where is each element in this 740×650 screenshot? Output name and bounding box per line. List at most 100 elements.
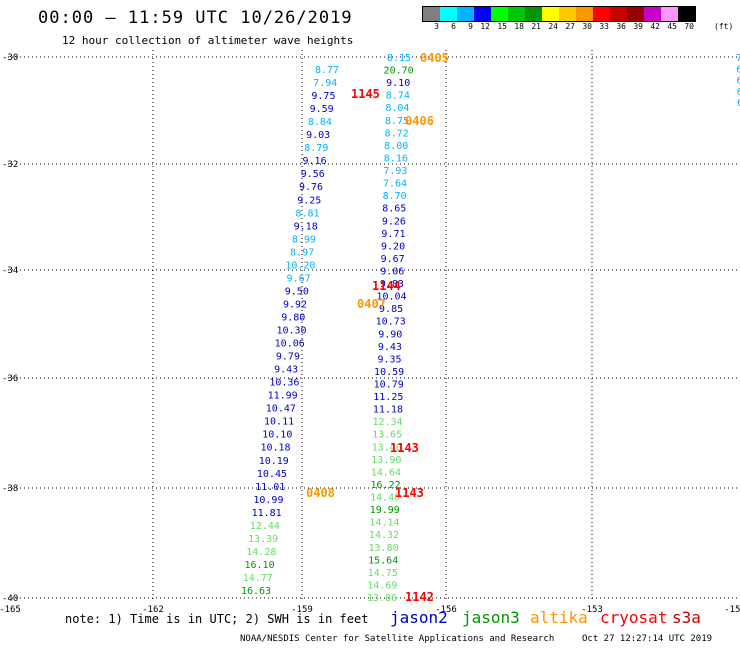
wave-height-label: 16.22	[371, 480, 401, 491]
wave-height-label: 9.20	[381, 241, 405, 252]
wave-height-label: 12.34	[372, 417, 402, 428]
time-tag-label: 1145	[351, 87, 380, 101]
colorbar-swatch	[678, 7, 695, 21]
wave-height-label: 9.59	[310, 104, 334, 115]
colorbar-label: 27	[565, 22, 575, 31]
wave-height-label: 9.16	[303, 156, 327, 167]
wave-height-label: 6	[737, 98, 740, 109]
lon-tick-label: -156	[435, 605, 457, 615]
wave-height-label: 14.40	[370, 493, 400, 504]
wave-height-label: 9.80	[281, 312, 305, 323]
wave-height-label: 10.06	[275, 339, 305, 350]
lat-tick-label: -40	[2, 594, 18, 604]
wave-height-label: 10.30	[276, 326, 306, 337]
wave-height-label: 7.94	[313, 78, 337, 89]
wave-height-label: 9.71	[381, 229, 405, 240]
map-title: 00:00 – 11:59 UTC 10/26/2019	[38, 8, 353, 28]
wave-height-label: 11.25	[373, 392, 403, 403]
wave-height-label: 13.90	[371, 455, 401, 466]
colorbar-label: 70	[684, 22, 694, 31]
wave-height-label: 11.99	[268, 391, 298, 402]
wave-height-label: 9.26	[382, 216, 406, 227]
wave-height-label: 8.04	[385, 103, 409, 114]
wave-height-label: 11.81	[252, 508, 282, 519]
wave-height-label: 13.86	[367, 593, 397, 604]
lon-tick-label: -162	[142, 605, 164, 615]
wave-height-label: 6.	[737, 87, 740, 98]
wave-height-label: 9.90	[378, 329, 402, 340]
colorbar-label: 18	[514, 22, 524, 31]
colorbar-swatch	[423, 7, 440, 21]
altimeter-tracks: 8.77 7.94 9.75 9.59 8.84 9.03 8.79 9.16 9.56 9.76…	[241, 53, 740, 604]
time-tags: 0405 1145 0406 1144 0407 1143 0408 1143 1142	[306, 51, 449, 604]
time-tag-label: 1143	[390, 441, 419, 455]
generated-time: Oct 27 12:27:14 UTC 2019	[582, 634, 713, 644]
wave-height-colorbar	[422, 6, 696, 22]
wave-height-label: 8.65	[382, 204, 406, 215]
wave-height-label: 19.99	[370, 505, 400, 516]
wave-height-label: 7.64	[383, 179, 407, 190]
wave-height-label: 11.18	[373, 405, 403, 416]
wave-height-label: 10.19	[259, 456, 289, 467]
wave-height-label: 7	[736, 53, 740, 64]
colorbar-swatch	[542, 7, 559, 21]
wave-height-label: 10.79	[374, 380, 404, 391]
time-tag-label: 0406	[405, 114, 434, 128]
colorbar-label: 15	[497, 22, 507, 31]
colorbar-swatch	[525, 7, 542, 21]
wave-height-label: 10.11	[264, 417, 294, 428]
colorbar-label: 39	[633, 22, 643, 31]
colorbar-label: 33	[599, 22, 609, 31]
colorbar-swatch	[491, 7, 508, 21]
colorbar-unit: (ft)	[714, 22, 734, 31]
legend-s3a: s3a	[672, 608, 701, 627]
wave-height-label: 8.15	[387, 53, 411, 64]
colorbar-swatch	[559, 7, 576, 21]
wave-height-label: 9.83	[380, 279, 404, 290]
colorbar-label: 6	[451, 22, 456, 31]
wave-height-label: 8.84	[308, 117, 332, 128]
colorbar-label: 45	[667, 22, 677, 31]
legend-jason2: jason2	[390, 608, 448, 627]
time-tag-label: 1142	[405, 590, 434, 604]
wave-height-label: 9.06	[380, 266, 404, 277]
wave-height-label: 20.70	[384, 66, 414, 77]
wave-height-label: 9.25	[297, 195, 321, 206]
colorbar-swatch	[508, 7, 525, 21]
wave-height-label: 10.10	[262, 430, 292, 441]
wave-height-label: 9.92	[283, 299, 307, 310]
wave-height-label: 9.75	[311, 91, 335, 102]
lat-tick-label: -30	[2, 53, 18, 63]
wave-height-label: 7.93	[383, 166, 407, 177]
wave-height-label: 12.44	[250, 521, 280, 532]
colorbar-label: 3	[434, 22, 439, 31]
wave-height-label: 8.16	[384, 153, 408, 164]
lon-tick-label: -150	[724, 605, 740, 615]
colorbar-label: 24	[548, 22, 558, 31]
wave-height-label: 8.75	[385, 116, 409, 127]
wave-height-label: 14.14	[369, 518, 399, 529]
wave-height-label: 10.04	[376, 292, 406, 303]
wave-height-label: 8.72	[385, 128, 409, 139]
wave-height-label: 8.81	[295, 208, 319, 219]
wave-height-label: 9.43	[378, 342, 402, 353]
wave-height-label: 6.	[736, 64, 740, 75]
lat-tick-label: -34	[2, 266, 18, 276]
colorbar-swatch	[440, 7, 457, 21]
legend-cryosat: cryosat	[600, 608, 668, 627]
wave-height-label: 10.59	[374, 367, 404, 378]
wave-height-label: 14.64	[371, 467, 401, 478]
wave-height-label: 9.35	[377, 354, 401, 365]
colorbar-labels: 3 6 9 12 15 18 21 24 27 30 33 36 39 42 45 70	[422, 22, 694, 31]
wave-height-label: 13.65	[372, 430, 402, 441]
wave-height-label: 13.39	[248, 534, 278, 545]
colorbar-swatch	[593, 7, 610, 21]
wave-height-label: 13.80	[369, 543, 399, 554]
wave-height-label: 10.18	[260, 443, 290, 454]
colorbar-label: 36	[616, 22, 626, 31]
wave-height-label: 9.50	[285, 286, 309, 297]
lat-tick-label: -38	[2, 484, 18, 494]
wave-height-label: 8.77	[315, 65, 339, 76]
colorbar-swatch	[576, 7, 593, 21]
